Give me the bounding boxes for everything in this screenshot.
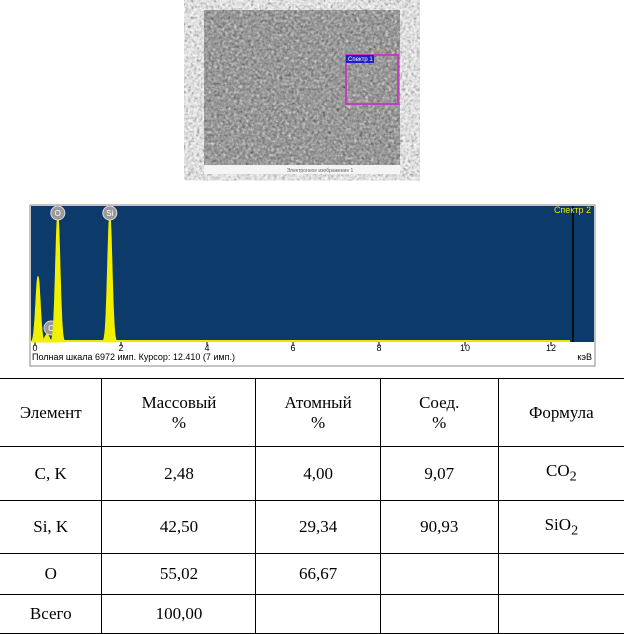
cell-text: 9,07	[424, 464, 454, 483]
cell-text: 42,50	[160, 517, 198, 536]
cell-text: Всего	[30, 604, 72, 623]
x-tick-label: 4	[204, 343, 209, 353]
region-label: Спектр 1	[348, 57, 373, 63]
cell-text: Si, K	[33, 517, 68, 536]
table-cell: 100,00	[102, 595, 256, 634]
spectrum-title: Спектр 2	[554, 205, 591, 215]
table-cell: 9,07	[380, 447, 498, 501]
cell-text: O	[45, 564, 57, 583]
cell-text: 29,34	[299, 517, 337, 536]
header-cell: Формула	[498, 379, 624, 447]
sem-texture	[204, 10, 400, 165]
cell-text: C, K	[35, 464, 67, 483]
table-cell: 42,50	[102, 501, 256, 554]
formula-subscript: 2	[571, 522, 578, 538]
x-tick-label: 8	[376, 343, 381, 353]
table-cell	[380, 554, 498, 595]
table-cell	[498, 595, 624, 634]
plot-area	[31, 206, 594, 342]
header-text: Атомный	[256, 393, 379, 413]
cell-text: 100,00	[156, 604, 203, 623]
spectrum: Спектр 2 Полная шкала 6972 имп. Курсор: …	[0, 200, 624, 370]
table-cell: SiO2	[498, 501, 624, 554]
cell-text: 2,48	[164, 464, 194, 483]
header-cell: Элемент	[0, 379, 102, 447]
peak-label: O	[55, 209, 61, 218]
table-row: Si, K 42,50 29,34 90,93 SiO2	[0, 501, 624, 554]
cell-text: 90,93	[420, 517, 458, 536]
header-text: %	[381, 413, 498, 433]
table-cell: 66,67	[256, 554, 380, 595]
table-cell: Si, K	[0, 501, 102, 554]
cell-text: 55,02	[160, 564, 198, 583]
table-cell	[380, 595, 498, 634]
header-text: %	[102, 413, 255, 433]
x-tick-label: 12	[546, 343, 556, 353]
header-text: Формула	[499, 403, 624, 423]
caption: Электронное изображение 1	[287, 168, 354, 174]
x-tick-label: 2	[118, 343, 123, 353]
page: Спектр 1 Электронное изображение 1 Спект…	[0, 0, 624, 633]
header-cell: Атомный%	[256, 379, 380, 447]
formula-subscript: 2	[570, 469, 577, 485]
table-cell: 55,02	[102, 554, 256, 595]
x-tick-label: 6	[290, 343, 295, 353]
unit: кэВ	[577, 352, 592, 362]
table-cell: 29,34	[256, 501, 380, 554]
table-cell	[256, 595, 380, 634]
x-tick-label: 0	[32, 343, 37, 353]
table-cell: CO2	[498, 447, 624, 501]
header-text: Элемент	[0, 403, 101, 423]
micrograph: Спектр 1 Электронное изображение 1	[0, 0, 624, 200]
formula-base: CO	[546, 461, 570, 480]
footer: Полная шкала 6972 имп. Курсор: 12.410 (7…	[32, 352, 235, 362]
x-tick-label: 10	[460, 343, 470, 353]
table-cell: 90,93	[380, 501, 498, 554]
header-text: Соед.	[381, 393, 498, 413]
table-cell: O	[0, 554, 102, 595]
header-cell: Массовый%	[102, 379, 256, 447]
header-text: Массовый	[102, 393, 255, 413]
table-cell: 4,00	[256, 447, 380, 501]
cell-text: 66,67	[299, 564, 337, 583]
table-cell: C, K	[0, 447, 102, 501]
formula-base: SiO	[545, 515, 571, 534]
header-cell: Соед.%	[380, 379, 498, 447]
table-cell: Всего	[0, 595, 102, 634]
peak-label: Si	[106, 209, 113, 218]
table-row: Всего 100,00	[0, 595, 624, 634]
header-text: %	[256, 413, 379, 433]
table-cell: 2,48	[102, 447, 256, 501]
table-cell	[498, 554, 624, 595]
cell-text: 4,00	[303, 464, 333, 483]
table-row: C, K 2,48 4,00 9,07 CO2	[0, 447, 624, 501]
table-row: O 55,02 66,67	[0, 554, 624, 595]
